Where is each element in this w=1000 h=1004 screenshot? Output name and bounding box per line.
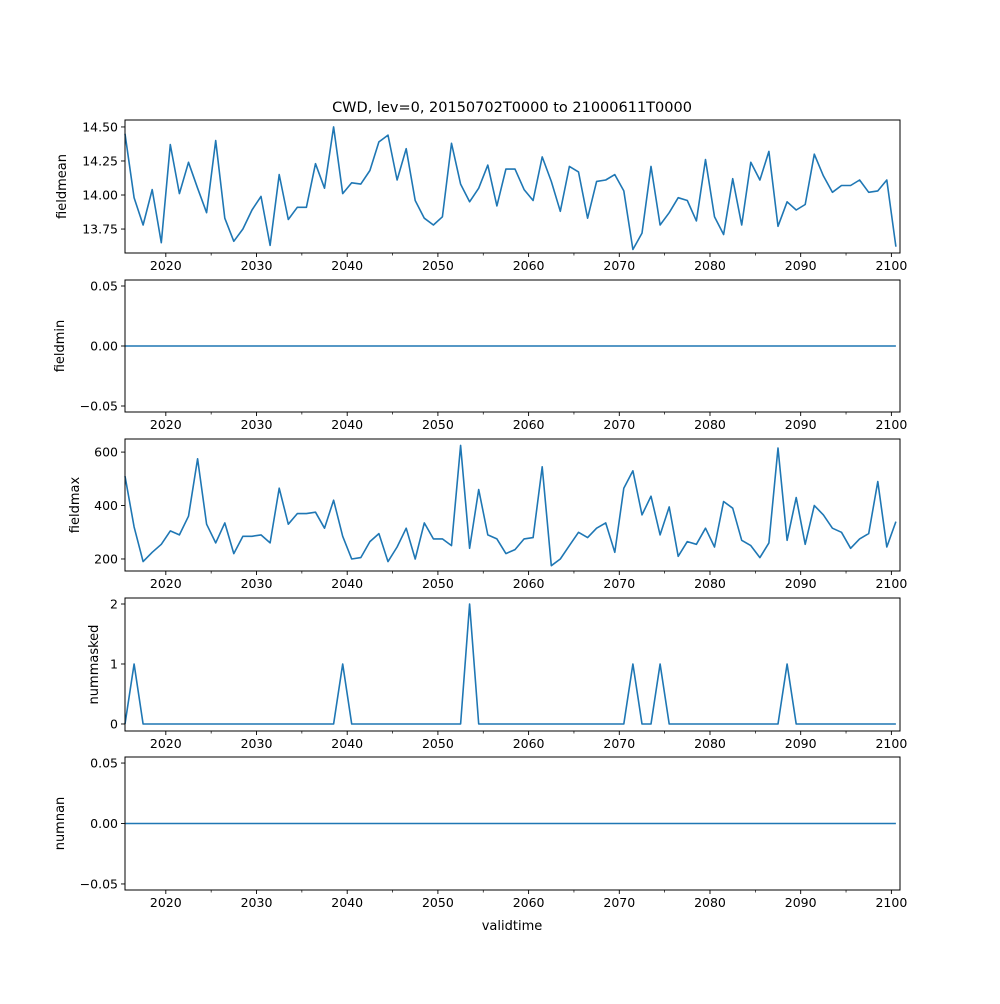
x-tick-label: 2090 bbox=[785, 576, 817, 591]
series-line-fieldmean bbox=[124, 126, 897, 251]
y-axis-label: nummasked bbox=[87, 625, 102, 705]
x-tick-label: 2040 bbox=[331, 576, 363, 591]
x-tick-label: 2100 bbox=[875, 576, 907, 591]
y-tick-label: 2 bbox=[110, 596, 118, 611]
x-tick-label: 2030 bbox=[241, 895, 273, 910]
x-tick-label: 2090 bbox=[785, 736, 817, 751]
x-tick-label: 2040 bbox=[331, 895, 363, 910]
x-tick-label: 2020 bbox=[150, 576, 182, 591]
series-line-nummasked bbox=[124, 603, 896, 725]
y-tick-label: 0.00 bbox=[90, 816, 118, 831]
y-tick-label: 1 bbox=[110, 656, 118, 671]
x-tick-label: 2030 bbox=[241, 576, 273, 591]
x-tick-label: 2060 bbox=[513, 576, 545, 591]
x-tick-label: 2040 bbox=[331, 417, 363, 432]
y-axis-label: numnan bbox=[53, 797, 68, 851]
y-tick-label: 0.05 bbox=[90, 279, 118, 294]
x-tick-label: 2100 bbox=[875, 895, 907, 910]
x-tick-label: 2090 bbox=[785, 895, 817, 910]
x-tick-label: 2070 bbox=[603, 417, 635, 432]
x-tick-label: 2080 bbox=[694, 736, 726, 751]
x-tick-label: 2080 bbox=[694, 417, 726, 432]
series-line-fieldmax bbox=[124, 444, 897, 567]
y-tick-label: 14.00 bbox=[82, 188, 118, 203]
x-tick-label: 2070 bbox=[603, 895, 635, 910]
x-tick-label: 2040 bbox=[331, 736, 363, 751]
x-tick-label: 2030 bbox=[241, 736, 273, 751]
x-tick-label: 2100 bbox=[875, 417, 907, 432]
x-tick-label: 2020 bbox=[150, 417, 182, 432]
y-tick-label: 200 bbox=[94, 551, 118, 566]
x-axis-label: validtime bbox=[482, 919, 543, 934]
x-tick-label: 2040 bbox=[331, 258, 363, 273]
x-tick-label: 2080 bbox=[694, 895, 726, 910]
x-tick-label: 2050 bbox=[422, 576, 454, 591]
y-tick-label: 0 bbox=[110, 716, 118, 731]
x-tick-label: 2090 bbox=[785, 258, 817, 273]
y-axis-label: fieldmax bbox=[68, 477, 83, 534]
x-tick-label: 2060 bbox=[513, 736, 545, 751]
x-tick-label: 2100 bbox=[875, 258, 907, 273]
x-tick-label: 2090 bbox=[785, 417, 817, 432]
y-tick-label: −0.05 bbox=[80, 876, 118, 891]
axes-frame-fieldmean bbox=[124, 119, 901, 254]
x-tick-label: 2020 bbox=[150, 736, 182, 751]
y-tick-label: −0.05 bbox=[80, 399, 118, 414]
x-tick-label: 2030 bbox=[241, 417, 273, 432]
y-tick-label: 0.00 bbox=[90, 339, 118, 354]
x-tick-label: 2100 bbox=[875, 736, 907, 751]
y-tick-label: 14.50 bbox=[82, 119, 118, 134]
chart-title: CWD, lev=0, 20150702T0000 to 21000611T00… bbox=[332, 100, 692, 116]
x-tick-label: 2050 bbox=[422, 895, 454, 910]
x-tick-label: 2070 bbox=[603, 576, 635, 591]
axes-frame-nummasked bbox=[124, 597, 901, 732]
x-tick-label: 2060 bbox=[513, 417, 545, 432]
y-tick-label: 13.75 bbox=[82, 222, 118, 237]
y-tick-label: 0.05 bbox=[90, 756, 118, 771]
y-tick-label: 14.25 bbox=[82, 153, 118, 168]
axes-frame-fieldmax bbox=[124, 438, 901, 572]
y-axis-label: fieldmin bbox=[53, 320, 68, 373]
x-tick-label: 2070 bbox=[603, 736, 635, 751]
x-tick-label: 2050 bbox=[422, 258, 454, 273]
x-tick-label: 2080 bbox=[694, 258, 726, 273]
x-tick-label: 2080 bbox=[694, 576, 726, 591]
y-axis-label: fieldmean bbox=[55, 154, 70, 219]
x-tick-label: 2050 bbox=[422, 417, 454, 432]
y-tick-label: 600 bbox=[94, 445, 118, 460]
x-tick-label: 2050 bbox=[422, 736, 454, 751]
x-tick-label: 2030 bbox=[241, 258, 273, 273]
x-tick-label: 2020 bbox=[150, 258, 182, 273]
x-tick-label: 2020 bbox=[150, 895, 182, 910]
x-tick-label: 2070 bbox=[603, 258, 635, 273]
x-tick-label: 2060 bbox=[513, 258, 545, 273]
y-tick-label: 400 bbox=[94, 498, 118, 513]
x-tick-label: 2060 bbox=[513, 895, 545, 910]
